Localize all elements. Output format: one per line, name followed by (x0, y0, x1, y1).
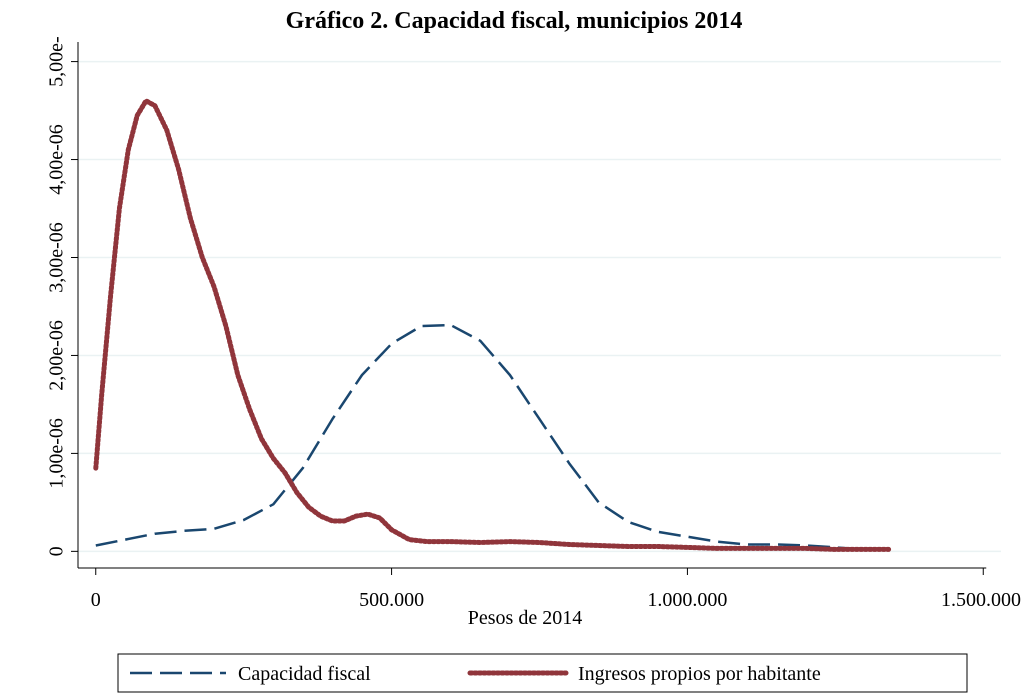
x-axis-label: Pesos de 2014 (468, 607, 582, 629)
data-line (93, 98, 892, 552)
legend-label: Capacidad fiscal (238, 663, 371, 685)
chart-title: Gráfico 2. Capacidad fiscal, municipios … (286, 8, 743, 34)
y-tick-label: 4,00e-06 (46, 124, 68, 195)
x-tick-label: 1.500.000 (941, 589, 1021, 611)
y-tick-label: 1,00e-06 (46, 418, 68, 489)
data-line (95, 323, 883, 551)
legend-label: Ingresos propios por habitante (578, 663, 821, 685)
y-tick-label: 0 (46, 546, 68, 556)
y-tick-label: 2,00e-06 (46, 320, 68, 391)
y-tick-label: 5,00e- (46, 36, 68, 87)
y-tick-label: 3,00e-06 (46, 222, 68, 293)
x-tick-label: 0 (91, 589, 101, 611)
x-tick-label: 1.000.000 (647, 589, 727, 611)
x-tick-label: 500.000 (359, 589, 424, 611)
